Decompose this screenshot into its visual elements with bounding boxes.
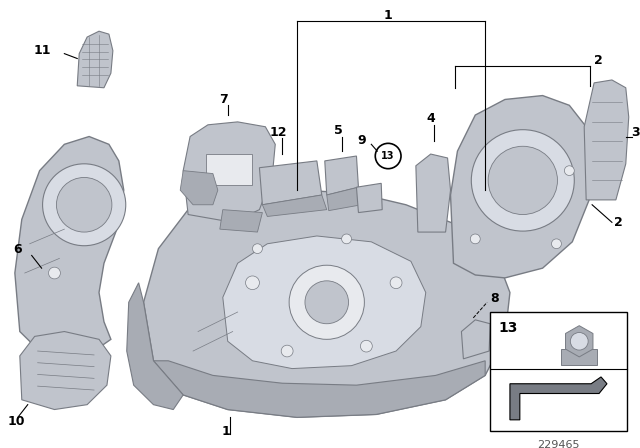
- Text: 9: 9: [358, 134, 366, 147]
- Circle shape: [488, 146, 557, 215]
- Polygon shape: [180, 171, 218, 205]
- Circle shape: [56, 177, 112, 232]
- Bar: [561, 349, 597, 365]
- Circle shape: [281, 345, 293, 357]
- Text: 11: 11: [34, 44, 51, 57]
- Text: 6: 6: [13, 243, 22, 256]
- Text: 8: 8: [490, 292, 499, 305]
- Polygon shape: [461, 320, 490, 359]
- Text: 1: 1: [384, 9, 392, 22]
- Polygon shape: [223, 236, 426, 369]
- Polygon shape: [143, 190, 510, 418]
- Text: 12: 12: [269, 126, 287, 139]
- Polygon shape: [451, 95, 594, 278]
- Text: 13: 13: [498, 321, 517, 335]
- Polygon shape: [327, 187, 362, 211]
- Circle shape: [390, 277, 402, 289]
- Circle shape: [360, 340, 372, 352]
- Circle shape: [375, 143, 401, 169]
- Circle shape: [43, 164, 125, 246]
- Text: 1: 1: [221, 426, 230, 439]
- Circle shape: [305, 281, 349, 324]
- Bar: [490, 312, 627, 431]
- Circle shape: [49, 267, 60, 279]
- Polygon shape: [259, 161, 322, 205]
- Circle shape: [552, 239, 561, 249]
- Circle shape: [570, 332, 588, 350]
- Polygon shape: [416, 154, 451, 232]
- Text: 229465: 229465: [537, 439, 580, 448]
- Text: 7: 7: [220, 93, 228, 106]
- Polygon shape: [510, 377, 607, 420]
- Text: 2: 2: [594, 54, 603, 67]
- Circle shape: [246, 276, 259, 289]
- Polygon shape: [220, 210, 262, 232]
- Text: 10: 10: [8, 415, 26, 428]
- Text: 4: 4: [426, 112, 435, 125]
- Text: 3: 3: [631, 126, 639, 139]
- Circle shape: [470, 234, 480, 244]
- Polygon shape: [77, 31, 113, 88]
- Polygon shape: [584, 80, 628, 200]
- Polygon shape: [566, 326, 593, 357]
- Polygon shape: [324, 156, 358, 195]
- Polygon shape: [154, 361, 485, 418]
- Polygon shape: [356, 183, 382, 212]
- Circle shape: [564, 166, 574, 176]
- Polygon shape: [262, 195, 327, 216]
- Polygon shape: [20, 332, 111, 409]
- Polygon shape: [15, 137, 124, 359]
- Text: 5: 5: [334, 124, 343, 137]
- Circle shape: [471, 129, 574, 231]
- Polygon shape: [127, 283, 183, 409]
- Text: 13: 13: [381, 151, 395, 161]
- Circle shape: [342, 234, 351, 244]
- Polygon shape: [183, 122, 275, 222]
- Circle shape: [253, 244, 262, 254]
- Circle shape: [289, 265, 364, 339]
- Text: 2: 2: [614, 216, 623, 229]
- Polygon shape: [206, 154, 253, 185]
